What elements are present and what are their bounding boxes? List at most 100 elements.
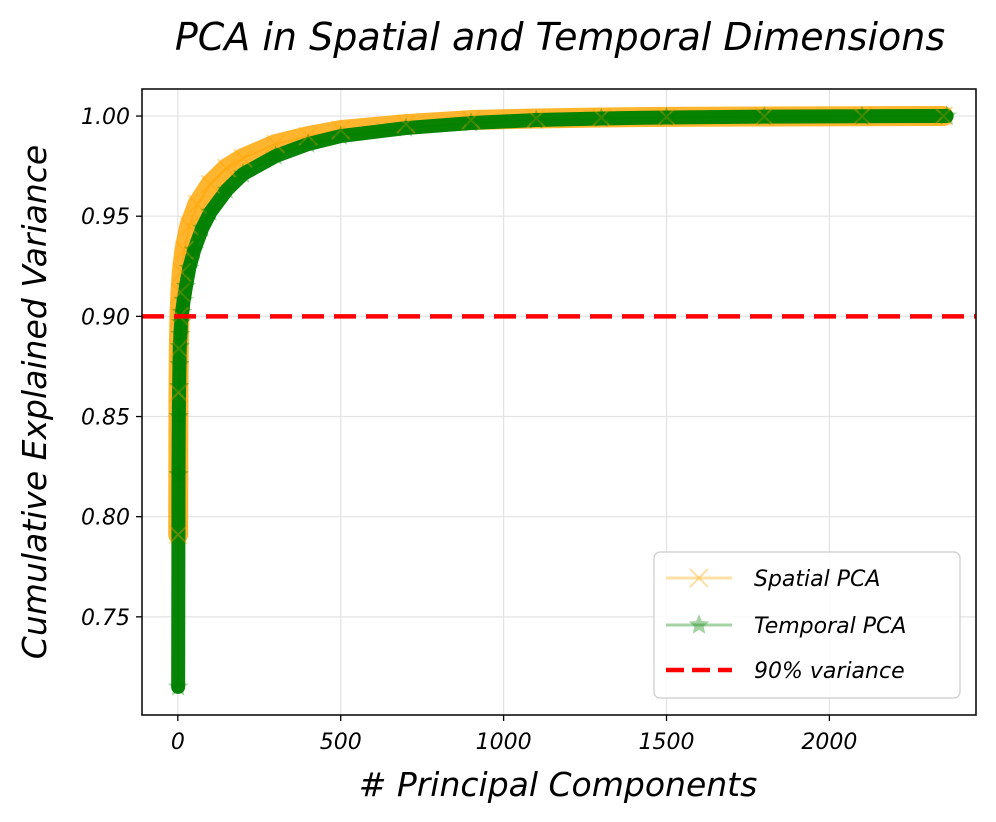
x-marker-stroke (233, 148, 253, 168)
x-marker-stroke (216, 158, 237, 178)
legend-label: Spatial PCA (754, 567, 880, 592)
data-point (933, 106, 954, 126)
data-point (168, 375, 190, 396)
data-point (656, 107, 677, 127)
data-point (460, 112, 482, 132)
x-marker-stroke (656, 107, 677, 127)
data-point (936, 105, 957, 125)
x-marker-stroke (461, 110, 481, 130)
x-marker-stroke (169, 338, 189, 359)
x-marker-stroke (461, 110, 481, 130)
x-marker-stroke (331, 120, 351, 140)
legend-label: Temporal PCA (754, 614, 906, 639)
x-marker-stroke (852, 106, 872, 126)
x-marker-stroke (689, 568, 709, 588)
x-marker-stroke (591, 107, 612, 128)
x-marker-stroke (526, 108, 546, 129)
data-point (170, 282, 191, 303)
x-marker-stroke (200, 174, 221, 194)
x-marker-stroke (754, 106, 774, 127)
x-marker-stroke (933, 106, 954, 126)
data-point (526, 108, 546, 129)
y-tick-label: 0.95 (81, 205, 130, 230)
x-marker-stroke (168, 525, 188, 545)
data-point (168, 405, 190, 426)
data-point (200, 201, 221, 221)
series-band-spatial-pca (168, 106, 954, 545)
x-marker-stroke (396, 114, 416, 134)
x-marker-stroke (172, 262, 192, 282)
x-marker-stroke (172, 262, 192, 282)
x-marker-stroke (265, 134, 286, 154)
data-point (591, 107, 612, 128)
x-tick-label: 500 (320, 730, 362, 755)
x-marker-stroke (170, 282, 191, 303)
legend-box (653, 551, 961, 699)
x-marker-stroke (174, 240, 195, 260)
data-point (200, 174, 221, 194)
series-line-temporal-pca (177, 115, 947, 687)
plot-area (142, 105, 976, 696)
data-point (297, 133, 319, 153)
x-tick-label: 2000 (801, 730, 857, 755)
chart-title: PCA in Spatial and Temporal Dimensions (175, 15, 945, 59)
x-marker-stroke (174, 240, 195, 260)
data-point (179, 216, 199, 236)
data-point (265, 134, 286, 154)
data-point (173, 289, 194, 310)
data-point (169, 335, 191, 356)
y-axis-label: Cumulative Explained Variance (15, 145, 54, 659)
data-point (216, 179, 237, 199)
x-marker-stroke (233, 148, 253, 168)
x-marker-stroke (169, 338, 189, 359)
x-marker-stroke (187, 194, 208, 214)
x-marker-stroke (591, 107, 612, 128)
data-point (172, 262, 192, 282)
x-marker-stroke (689, 568, 709, 588)
data-point (232, 163, 254, 183)
y-tick-label: 0.90 (81, 305, 130, 330)
y-tick-label: 1.00 (81, 105, 130, 130)
data-point (167, 676, 189, 696)
data-point (851, 105, 873, 125)
y-tick-label: 0.75 (81, 606, 130, 631)
data-point (175, 275, 197, 296)
x-marker-stroke (265, 134, 286, 154)
data-point (656, 106, 677, 127)
x-marker-stroke (168, 382, 189, 403)
data-point (169, 353, 190, 374)
series-line-spatial-pca (177, 115, 944, 535)
data-point (168, 525, 188, 545)
data-point (170, 311, 192, 332)
legend-marker (689, 568, 709, 588)
legend-entry: Spatial PCA (666, 567, 880, 592)
plot-frame (141, 88, 977, 716)
data-point (396, 114, 416, 134)
data-point (753, 105, 775, 126)
data-point (233, 148, 253, 168)
y-tick-label: 0.80 (81, 506, 130, 531)
x-axis-label: # Principal Components (359, 765, 758, 804)
legend-entry: Temporal PCA (666, 614, 906, 639)
data-point (170, 323, 191, 344)
data-point (168, 382, 189, 403)
x-marker-stroke (168, 525, 188, 545)
x-tick-label: 1500 (639, 730, 695, 755)
x-marker-stroke (170, 282, 191, 303)
data-point (191, 217, 213, 237)
x-marker-stroke (396, 114, 416, 134)
data-point (168, 463, 189, 484)
data-point (187, 194, 208, 214)
x-marker-stroke (298, 126, 318, 146)
x-marker-stroke (656, 107, 677, 127)
data-point (331, 120, 351, 140)
x-marker-stroke (852, 106, 872, 126)
x-tick-label: 1000 (476, 730, 532, 755)
data-point (298, 126, 318, 146)
x-tick-label: 0 (171, 730, 185, 755)
x-marker-stroke (526, 108, 546, 129)
x-marker-stroke (179, 216, 199, 236)
legend-entry: 90% variance (666, 659, 905, 684)
y-tick-label: 0.85 (81, 406, 130, 431)
